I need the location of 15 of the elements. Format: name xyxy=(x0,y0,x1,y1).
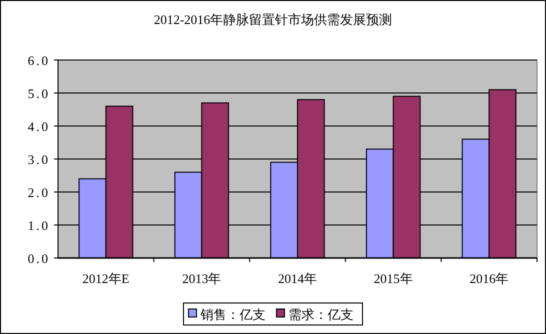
legend-label: 销售：亿支 xyxy=(200,307,266,322)
x-tick-label: 2013年 xyxy=(182,271,222,286)
y-tick-label: 3.0 xyxy=(28,152,50,167)
y-tick-label: 4.0 xyxy=(28,119,50,134)
y-tick-label: 5.0 xyxy=(28,86,50,101)
y-tick-label: 1.0 xyxy=(28,218,50,233)
chart-title: 2012-2016年静脉留置针市场供需发展预测 xyxy=(154,12,392,27)
x-tick-label: 2012年E xyxy=(82,271,130,286)
y-tick-label: 6.0 xyxy=(28,53,50,68)
y-tick-label: 0.0 xyxy=(28,251,50,266)
y-tick-label: 2.0 xyxy=(28,185,50,200)
x-tick-label: 2016年 xyxy=(470,271,509,286)
x-tick-label: 2014年 xyxy=(278,271,317,286)
legend-label: 需求：亿支 xyxy=(288,307,354,322)
x-tick-label: 2015年 xyxy=(374,271,413,286)
